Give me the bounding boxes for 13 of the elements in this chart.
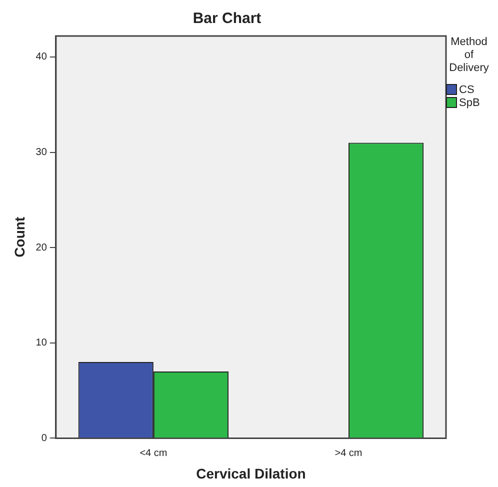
chart-title: Bar Chart — [192, 10, 262, 28]
legend-title: Method of Delivery — [448, 36, 490, 75]
y-tick-label: 0 — [41, 432, 48, 444]
legend-label: CS — [459, 84, 474, 96]
x-axis-title: Cervical Dilation — [196, 465, 306, 482]
y-tick-label: 10 — [36, 338, 48, 349]
x-tick-label: >4 cm — [334, 448, 362, 459]
y-tick-label: 20 — [36, 242, 48, 254]
y-tick-label: 30 — [36, 147, 48, 158]
y-axis-title: Count — [11, 216, 28, 258]
y-tick-label: 40 — [36, 52, 48, 63]
legend-label: SpB — [459, 96, 480, 108]
x-tick-label: <4 cm — [140, 448, 168, 459]
